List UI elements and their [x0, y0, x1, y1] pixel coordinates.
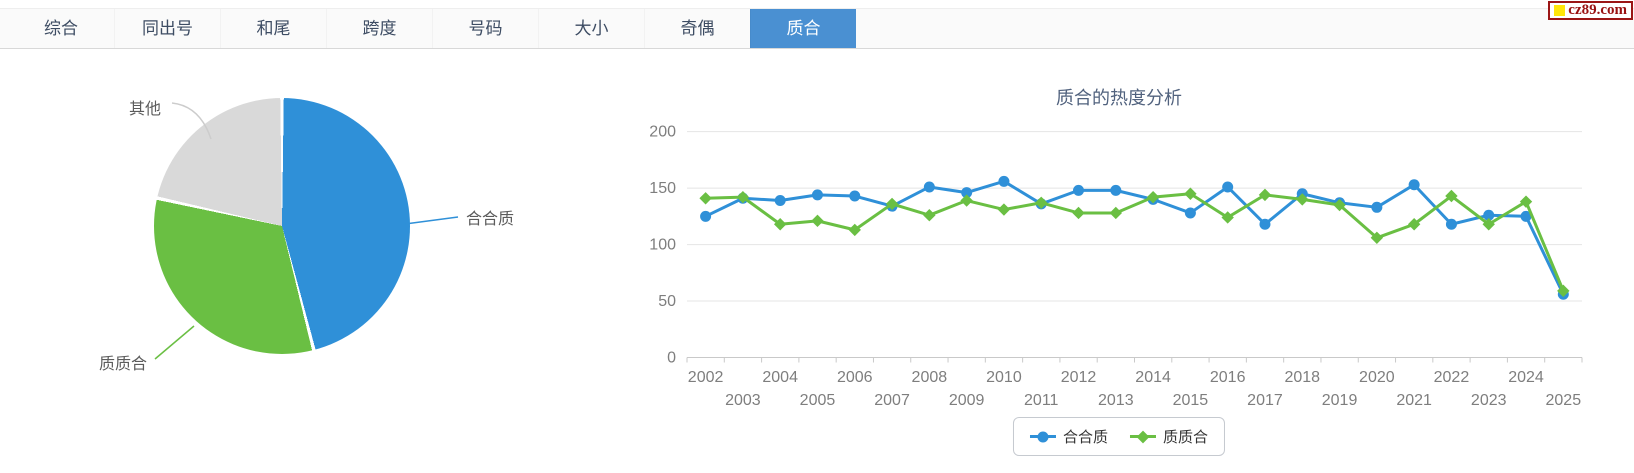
site-logo[interactable]: cz89.com	[1548, 1, 1633, 20]
pie-leader-line-other	[171, 102, 212, 140]
y-axis-label: 150	[649, 180, 676, 197]
y-axis-label: 0	[667, 350, 676, 367]
chart-legend: 合合质 质质合	[1012, 417, 1226, 456]
x-axis-label: 2019	[1322, 392, 1358, 409]
data-point[interactable]	[1221, 211, 1234, 224]
legend-item-zhizhihe[interactable]: 质质合	[1130, 426, 1208, 447]
x-axis-label: 2003	[725, 392, 761, 409]
x-axis-label: 2007	[874, 392, 910, 409]
x-axis-label: 2017	[1247, 392, 1283, 409]
data-point[interactable]	[1184, 187, 1197, 200]
line-chart[interactable]: 0 50 100 150 200 2002200320042005200620072008…	[620, 60, 1634, 473]
x-axis-label: 2002	[688, 369, 724, 386]
x-axis-label: 2013	[1098, 392, 1134, 409]
data-point[interactable]	[1296, 193, 1309, 206]
x-axis-label: 2025	[1546, 392, 1582, 409]
x-axis-label: 2022	[1434, 369, 1470, 386]
pie-leader-line-green	[154, 325, 195, 360]
data-point[interactable]	[811, 189, 823, 201]
data-point[interactable]	[1482, 218, 1495, 231]
series-line	[704, 179, 1565, 296]
data-point[interactable]	[1445, 218, 1457, 230]
x-axis-label: 2004	[762, 369, 798, 386]
y-axis-label: 200	[649, 124, 676, 141]
data-point[interactable]	[923, 181, 935, 193]
series-line	[704, 192, 1565, 293]
data-point[interactable]	[1483, 209, 1495, 221]
x-axis-label: 2006	[837, 369, 873, 386]
tab-item[interactable]: 号码	[432, 9, 538, 48]
pie-label-hehezhi: 合合质	[466, 211, 515, 228]
data-point[interactable]	[1371, 201, 1383, 213]
data-point[interactable]	[1259, 218, 1271, 230]
x-axis-label: 2021	[1396, 392, 1432, 409]
legend-label: 质质合	[1163, 429, 1209, 446]
x-axis-label: 2018	[1284, 369, 1320, 386]
data-point[interactable]	[1445, 189, 1458, 203]
data-point[interactable]	[998, 175, 1010, 187]
data-point[interactable]	[1557, 284, 1570, 298]
tab-bar: 综合 同出号 和尾 跨度 号码 大小 奇偶 质合	[0, 8, 1634, 49]
data-point[interactable]	[699, 192, 712, 205]
x-axis-label: 2015	[1173, 392, 1209, 409]
logo-text: cz89.com	[1568, 2, 1627, 18]
tab-item[interactable]: 综合	[44, 19, 78, 38]
tab-item[interactable]: 奇偶	[644, 9, 750, 48]
pie-leader-lines	[154, 102, 459, 360]
y-axis-label: 100	[649, 237, 676, 254]
x-axis-label: 2009	[949, 392, 985, 409]
pie-chart[interactable]	[154, 98, 410, 354]
x-axis-label: 2010	[986, 369, 1022, 386]
x-axis-label: 2016	[1210, 369, 1246, 386]
data-point[interactable]	[1333, 198, 1346, 212]
data-point[interactable]	[1146, 190, 1160, 204]
data-point[interactable]	[885, 197, 899, 211]
blue-line-circle-icon	[1029, 430, 1056, 443]
data-point[interactable]	[1408, 179, 1420, 191]
data-point[interactable]	[811, 214, 824, 228]
data-point[interactable]	[1519, 195, 1533, 208]
data-point[interactable]	[774, 195, 786, 207]
x-axis-label: 2024	[1508, 369, 1544, 386]
data-point[interactable]	[1109, 206, 1123, 220]
pie-label-other: 其他	[129, 101, 162, 118]
data-point[interactable]	[923, 209, 936, 222]
tab-item[interactable]: 大小	[538, 9, 644, 48]
data-point[interactable]	[849, 190, 861, 202]
data-point[interactable]	[1407, 218, 1421, 231]
x-axis-label: 2011	[1024, 392, 1059, 409]
x-axis-label: 2005	[800, 392, 836, 409]
legend-item-hehezhi[interactable]: 合合质	[1029, 426, 1108, 447]
data-point[interactable]	[1520, 210, 1532, 222]
x-axis-label: 2012	[1061, 369, 1097, 386]
data-point[interactable]	[1370, 231, 1384, 244]
data-point[interactable]	[1110, 184, 1122, 196]
x-axis-label: 2023	[1471, 392, 1507, 409]
tab-item[interactable]: 和尾	[220, 9, 326, 48]
x-axis-label: 2008	[912, 369, 948, 386]
y-axis-label: 50	[658, 293, 676, 310]
data-point[interactable]	[961, 187, 973, 199]
data-point[interactable]	[1073, 184, 1085, 196]
x-axis-label: 2020	[1359, 369, 1395, 386]
tab-item[interactable]: 同出号	[114, 9, 220, 48]
data-point[interactable]	[700, 210, 712, 222]
pie-label-zhizhihe: 质质合	[99, 356, 148, 373]
data-point[interactable]	[1222, 181, 1234, 193]
tab-item[interactable]: 跨度	[326, 9, 432, 48]
tab-list: 综合 同出号 和尾 跨度 号码 大小 奇偶 质合	[0, 9, 1634, 48]
data-point[interactable]	[960, 194, 973, 207]
green-line-diamond-icon	[1130, 430, 1156, 443]
legend-label: 合合质	[1062, 429, 1108, 446]
pie-leader-line-blue	[404, 216, 459, 225]
line-chart-title: 质合的热度分析	[1056, 88, 1182, 108]
x-axis-label: 2014	[1135, 369, 1171, 386]
data-point[interactable]	[997, 203, 1011, 216]
data-point[interactable]	[1072, 206, 1085, 220]
tab-item[interactable]: 质合	[750, 9, 856, 48]
logo-icon	[1554, 5, 1566, 16]
data-point[interactable]	[1184, 207, 1196, 219]
data-point[interactable]	[1258, 188, 1272, 202]
